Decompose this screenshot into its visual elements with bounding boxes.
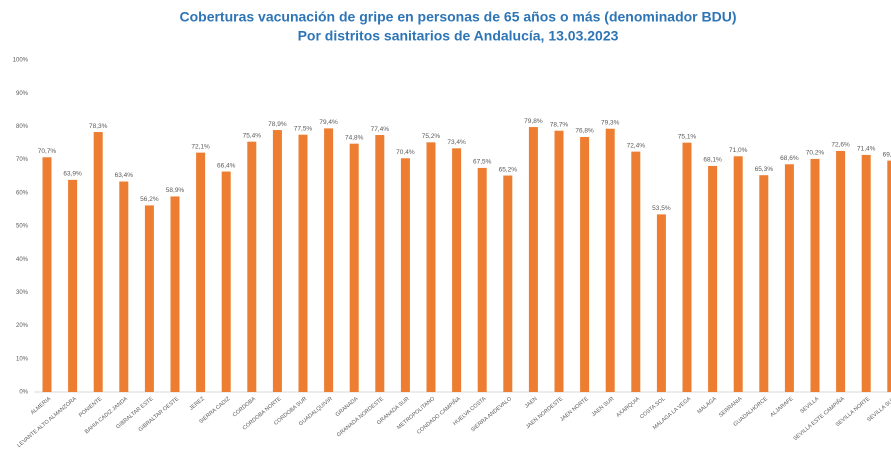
value-label: 63,4%: [115, 172, 134, 179]
value-label: 72,4%: [627, 142, 646, 149]
bar: [144, 205, 154, 392]
bar: [708, 165, 718, 392]
y-tick-label: 70%: [16, 157, 29, 163]
value-label: 74,8%: [345, 134, 364, 141]
y-tick-label: 60%: [16, 190, 29, 196]
x-tick-label: GRANADA: [335, 396, 360, 418]
bar: [810, 158, 820, 392]
y-tick-label: 50%: [16, 224, 29, 230]
bar: [324, 128, 334, 392]
value-label: 79,4%: [319, 119, 338, 126]
value-label: 78,7%: [550, 121, 569, 128]
x-tick-label: MALAGA: [696, 396, 718, 416]
value-label: 78,9%: [268, 121, 287, 128]
chart-title: Coberturas vacunación de gripe en person…: [179, 9, 736, 25]
value-label: 70,7%: [38, 148, 57, 155]
x-tick-label: ALMERIA: [30, 396, 53, 416]
bar: [887, 160, 891, 392]
y-tick-label: 90%: [16, 91, 29, 97]
value-label: 72,6%: [831, 142, 850, 149]
bar: [452, 148, 462, 392]
bar: [170, 196, 180, 392]
bar: [93, 132, 103, 392]
value-label: 71,0%: [729, 147, 748, 154]
value-label: 78,3%: [89, 123, 108, 130]
bar: [554, 130, 564, 392]
value-label: 79,8%: [524, 118, 543, 125]
y-tick-label: 40%: [16, 257, 29, 263]
bar: [580, 137, 590, 392]
bar: [759, 175, 769, 392]
bar: [733, 156, 743, 392]
bar: [298, 134, 308, 392]
y-tick-label: 20%: [16, 323, 29, 329]
bar: [349, 143, 359, 392]
value-label: 58,9%: [166, 187, 185, 194]
bar: [68, 179, 78, 392]
y-tick-label: 80%: [16, 124, 29, 130]
x-tick-label: JEREZ: [189, 396, 207, 412]
bar: [196, 152, 206, 392]
value-label: 75,2%: [422, 133, 441, 140]
value-label: 70,4%: [396, 149, 415, 156]
x-tick-label: SERRANIA: [718, 396, 744, 419]
value-label: 65,2%: [499, 166, 518, 173]
y-tick-label: 100%: [13, 58, 29, 64]
bar: [119, 181, 129, 392]
x-tick-label: AXARQUIA: [615, 396, 641, 419]
bar: [400, 158, 410, 392]
value-label: 56,2%: [140, 196, 159, 203]
x-tick-label: JAEN SUR: [591, 396, 616, 418]
bar: [861, 154, 871, 392]
bar: [631, 151, 641, 392]
value-label: 69,7%: [883, 151, 891, 158]
value-label: 75,1%: [678, 133, 697, 140]
value-label: 67,5%: [473, 159, 492, 166]
x-tick-label: CONDADO CAMPIÑA: [415, 395, 462, 436]
value-label: 68,6%: [780, 155, 799, 162]
x-tick-label: JAEN NORTE: [559, 396, 590, 423]
x-tick-label: GRANADA NORDESTE: [336, 396, 385, 439]
value-label: 79,3%: [601, 119, 620, 126]
value-label: 76,8%: [575, 128, 594, 135]
bar: [375, 135, 385, 393]
bar: [605, 128, 615, 392]
bar: [682, 142, 692, 392]
bar: [247, 141, 257, 392]
value-label: 65,3%: [755, 166, 774, 173]
value-label: 68,1%: [703, 157, 722, 164]
y-tick-label: 30%: [16, 290, 29, 296]
y-tick-label: 10%: [16, 356, 29, 362]
value-label: 53,5%: [652, 205, 671, 212]
bar: [528, 127, 538, 393]
x-tick-label: SEVILLA: [799, 396, 820, 415]
value-label: 77,5%: [294, 125, 313, 132]
value-label: 72,1%: [191, 143, 210, 150]
value-label: 71,4%: [857, 146, 876, 153]
value-label: 63,9%: [63, 171, 82, 178]
bar: [477, 167, 487, 392]
value-label: 75,4%: [243, 132, 262, 139]
bar: [42, 157, 52, 392]
x-tick-label: ALJARAFE: [769, 396, 794, 419]
x-tick-label: JAEN: [524, 396, 539, 410]
value-label: 73,4%: [447, 139, 466, 146]
bar: [426, 142, 436, 392]
bar: [272, 130, 282, 392]
value-label: 66,4%: [217, 162, 236, 169]
x-tick-label: SEVILLA ESTE CAMPIÑA: [792, 395, 846, 442]
value-label: 77,4%: [371, 126, 390, 133]
chart-subtitle: Por distritos sanitarios de Andalucía, 1…: [298, 28, 619, 44]
value-label: 70,2%: [806, 150, 825, 157]
bar: [656, 214, 666, 392]
x-tick-label: PONIENTE: [78, 396, 104, 419]
bar: [836, 150, 846, 392]
bar: [784, 164, 794, 392]
y-tick-label: 0%: [19, 390, 28, 396]
x-tick-label: CORDOBA: [232, 396, 257, 419]
bar: [221, 171, 231, 392]
x-tick-label: BAHIA CADIZ JANDA: [84, 396, 129, 435]
bar: [503, 175, 513, 392]
